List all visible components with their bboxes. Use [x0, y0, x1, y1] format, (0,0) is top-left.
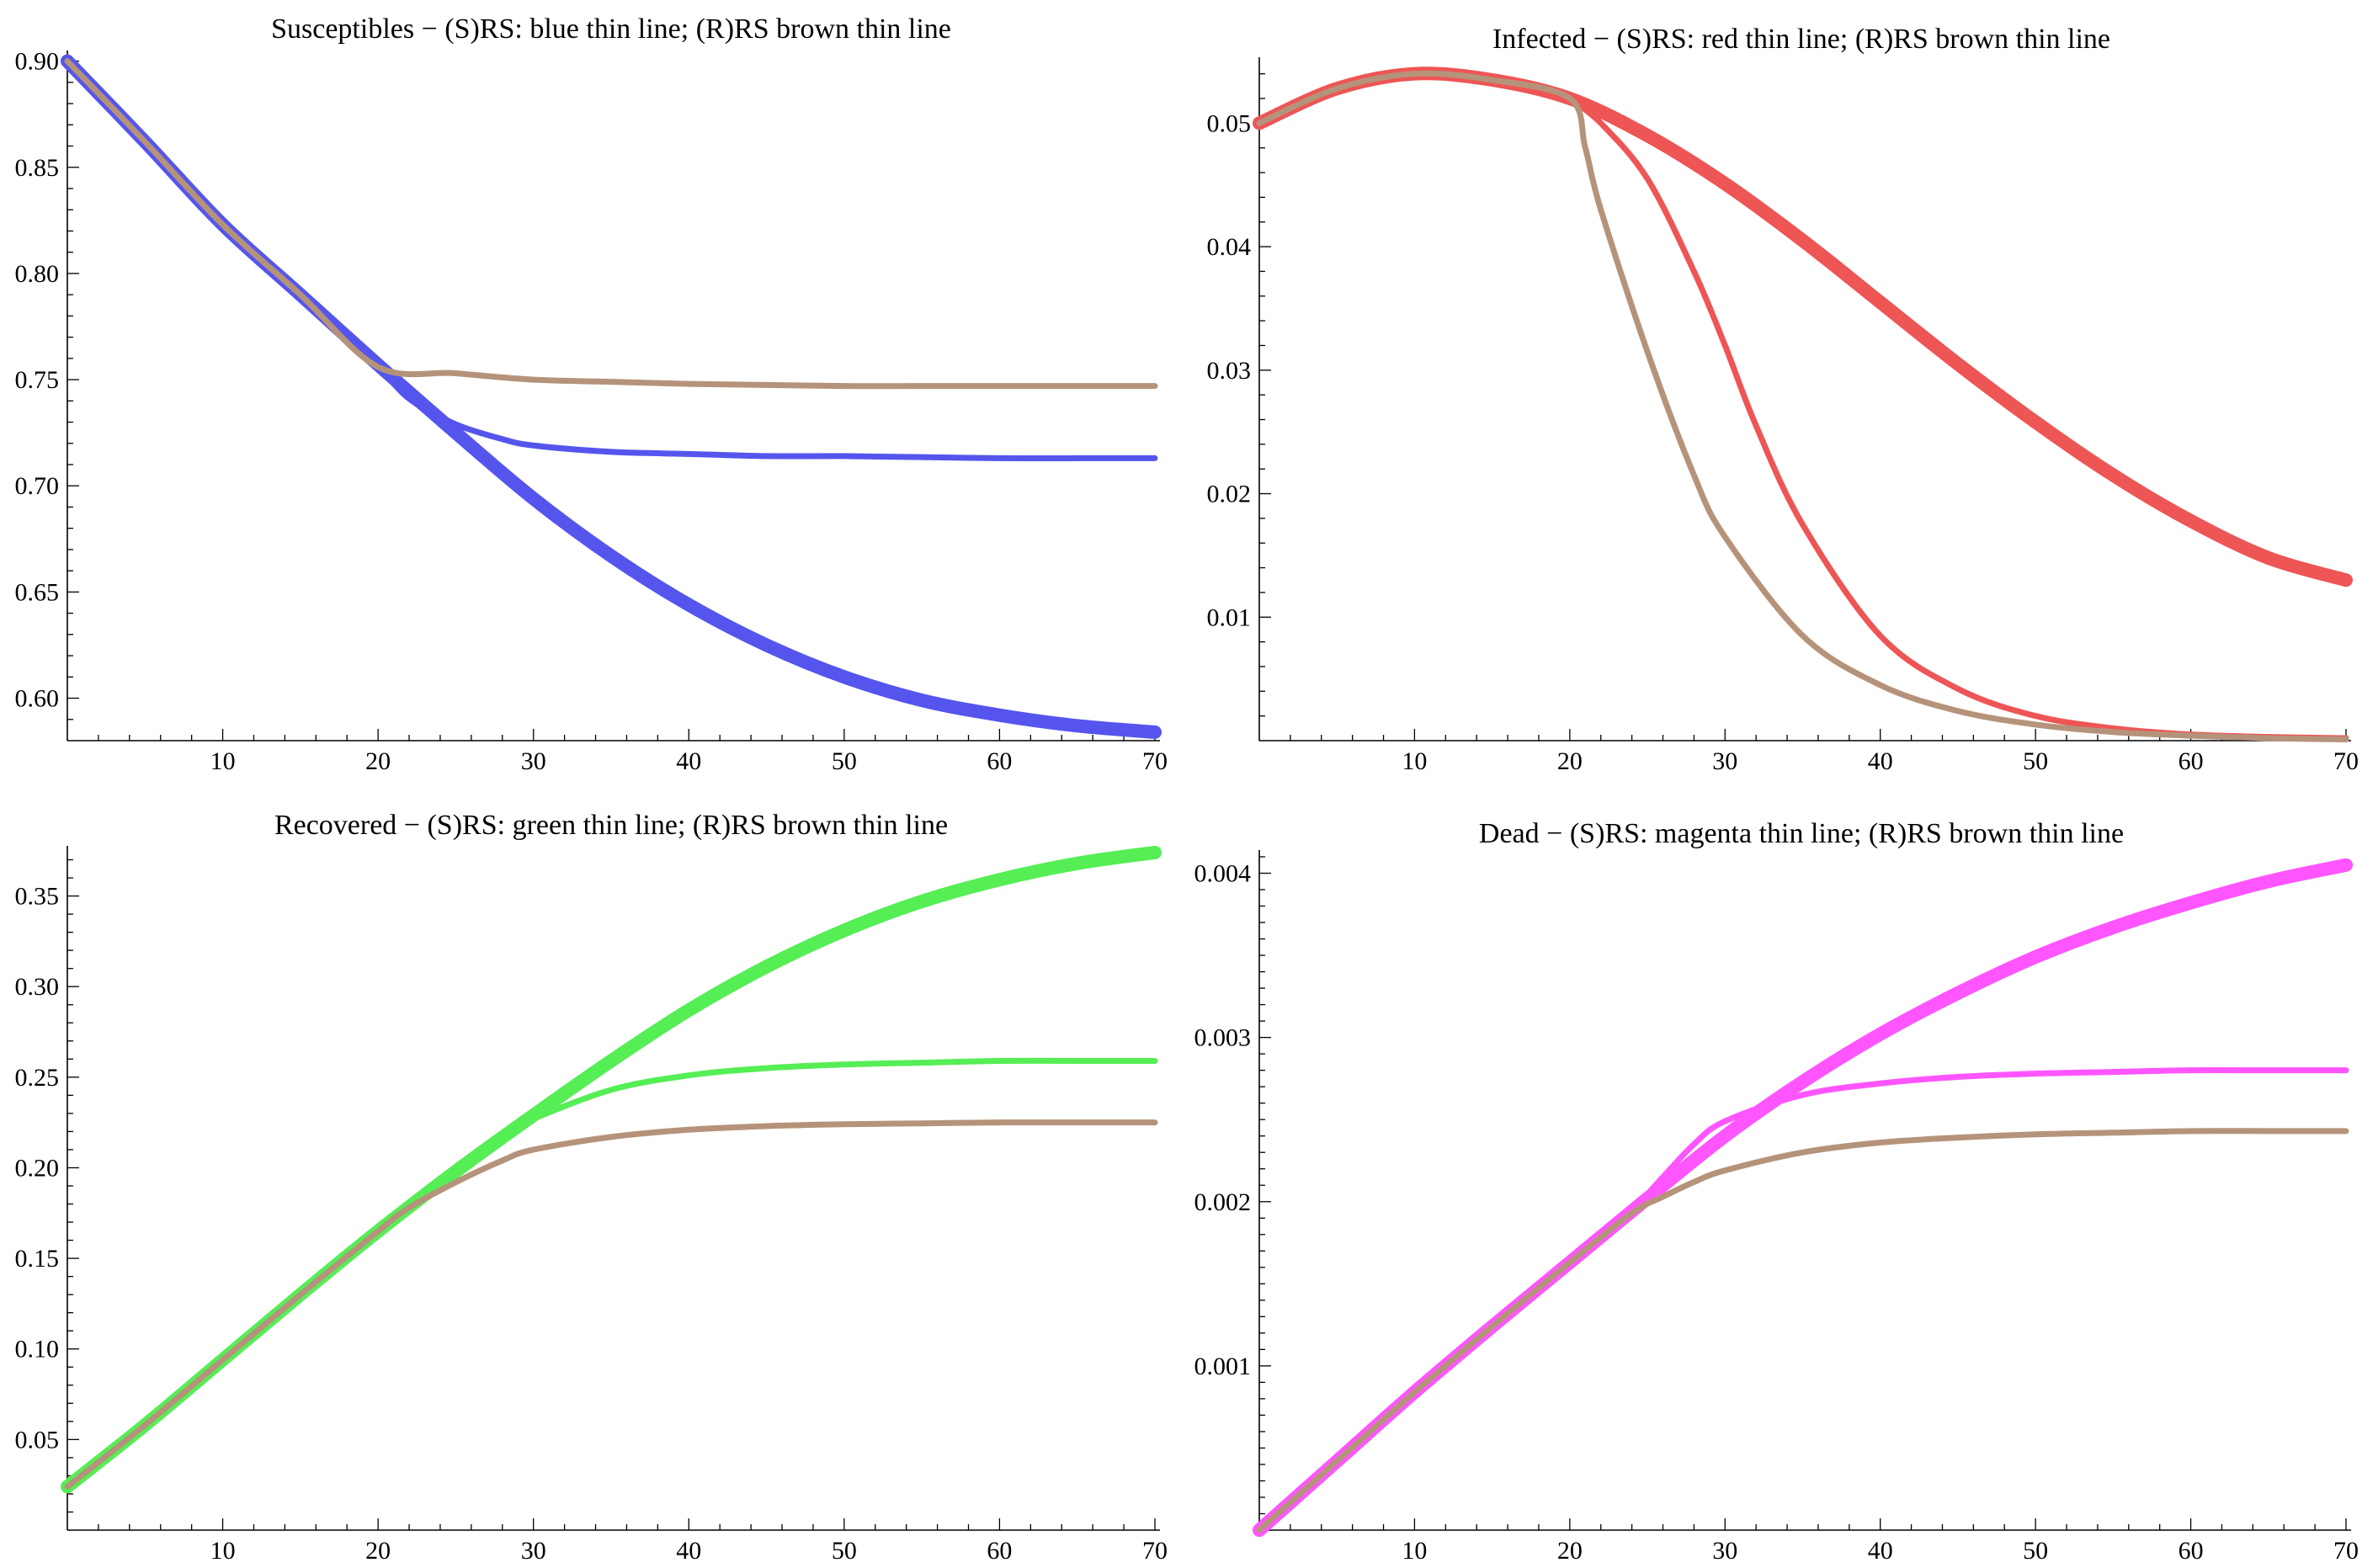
- infected-x-tick-label: 60: [2179, 747, 2204, 775]
- recovered-x-tick-label: 50: [832, 1537, 857, 1565]
- recovered-series-srs-thin: [375, 1057, 1158, 1235]
- dead-x-tick-label: 70: [2333, 1537, 2359, 1565]
- susceptibles-x-tick-label: 20: [365, 747, 391, 775]
- dead-series-srs-thin: [1567, 1067, 2349, 1266]
- infected-series-baseline-thick: [1253, 66, 2353, 587]
- recovered-panel: Recovered − (S)RS: green thin line; (R)R…: [15, 810, 1168, 1565]
- dead-y-tick-label: 0.002: [1194, 1188, 1252, 1216]
- infected-x-tick-label: 20: [1557, 747, 1583, 775]
- infected-y-tick-label: 0.04: [1207, 233, 1252, 261]
- dead-x-tick-label: 50: [2023, 1537, 2048, 1565]
- susceptibles-x-tick-label: 50: [832, 747, 857, 775]
- susceptibles-y-tick-label: 0.60: [15, 685, 60, 713]
- infected-x-tick-label: 10: [1402, 747, 1427, 775]
- infected-y-tick-label: 0.03: [1207, 357, 1252, 385]
- infected-y-tick-label: 0.02: [1207, 481, 1252, 508]
- recovered-y-tick-label: 0.05: [15, 1426, 60, 1454]
- infected-y-tick-label: 0.01: [1207, 603, 1252, 631]
- susceptibles-panel: Susceptibles − (S)RS: blue thin line; (R…: [15, 13, 1168, 775]
- susceptibles-series-srs-thin: [375, 361, 1158, 462]
- dead-y-tick-label: 0.004: [1194, 860, 1252, 888]
- infected-x-tick-label: 30: [1712, 747, 1737, 775]
- infected-x-tick-label: 40: [1868, 747, 1893, 775]
- susceptibles-x-tick-label: 60: [987, 747, 1012, 775]
- susceptibles-x-tick-label: 10: [210, 747, 236, 775]
- recovered-series-baseline-thick: [61, 845, 1162, 1494]
- recovered-x-tick-label: 70: [1142, 1537, 1168, 1565]
- susceptibles-y-tick-label: 0.65: [15, 578, 60, 606]
- dead-x-tick-label: 60: [2179, 1537, 2204, 1565]
- susceptibles-y-tick-label: 0.85: [15, 154, 60, 182]
- infected-y-tick-label: 0.05: [1207, 109, 1252, 137]
- recovered-y-tick-label: 0.15: [15, 1245, 60, 1273]
- susceptibles-y-tick-label: 0.75: [15, 366, 60, 394]
- infected-title: Infected − (S)RS: red thin line; (R)RS b…: [1492, 24, 2110, 55]
- recovered-title: Recovered − (S)RS: green thin line; (R)R…: [274, 810, 948, 841]
- dead-y-tick-label: 0.003: [1194, 1024, 1252, 1052]
- recovered-x-tick-label: 20: [365, 1537, 391, 1565]
- infected-series-srs-thin: [1567, 95, 2349, 741]
- dead-y-tick-label: 0.001: [1194, 1353, 1252, 1380]
- recovered-y-tick-label: 0.10: [15, 1336, 60, 1363]
- recovered-y-tick-label: 0.20: [15, 1154, 60, 1182]
- susceptibles-series-baseline-thick: [61, 54, 1162, 739]
- dead-series-rrs-thin: [1256, 1128, 2349, 1533]
- recovered-x-tick-label: 40: [676, 1537, 701, 1565]
- recovered-y-tick-label: 0.25: [15, 1064, 60, 1092]
- recovered-series-rrs-thin: [64, 1119, 1158, 1490]
- dead-x-tick-label: 40: [1868, 1537, 1893, 1565]
- recovered-y-tick-label: 0.30: [15, 973, 60, 1001]
- susceptibles-y-tick-label: 0.90: [15, 48, 60, 76]
- recovered-x-tick-label: 60: [987, 1537, 1012, 1565]
- dead-panel: Dead − (S)RS: magenta thin line; (R)RS b…: [1194, 818, 2359, 1565]
- susceptibles-x-tick-label: 30: [521, 747, 546, 775]
- dead-x-tick-label: 20: [1557, 1537, 1583, 1565]
- infected-x-tick-label: 70: [2333, 747, 2359, 775]
- susceptibles-title: Susceptibles − (S)RS: blue thin line; (R…: [271, 13, 951, 45]
- susceptibles-x-tick-label: 40: [676, 747, 701, 775]
- recovered-x-tick-label: 30: [521, 1537, 546, 1565]
- infected-series-rrs-thin: [1256, 70, 2349, 743]
- dead-title: Dead − (S)RS: magenta thin line; (R)RS b…: [1479, 818, 2124, 849]
- dead-series-baseline-thick: [1253, 858, 2353, 1537]
- infected-x-tick-label: 50: [2023, 747, 2048, 775]
- dead-x-tick-label: 10: [1402, 1537, 1427, 1565]
- susceptibles-y-tick-label: 0.80: [15, 260, 60, 288]
- susceptibles-x-tick-label: 70: [1142, 747, 1168, 775]
- susceptibles-series-rrs-thin: [64, 58, 1158, 390]
- susceptibles-y-tick-label: 0.70: [15, 472, 60, 500]
- dead-x-tick-label: 30: [1712, 1537, 1737, 1565]
- infected-panel: Infected − (S)RS: red thin line; (R)RS b…: [1207, 24, 2359, 775]
- recovered-y-tick-label: 0.35: [15, 883, 60, 911]
- recovered-x-tick-label: 10: [210, 1537, 236, 1565]
